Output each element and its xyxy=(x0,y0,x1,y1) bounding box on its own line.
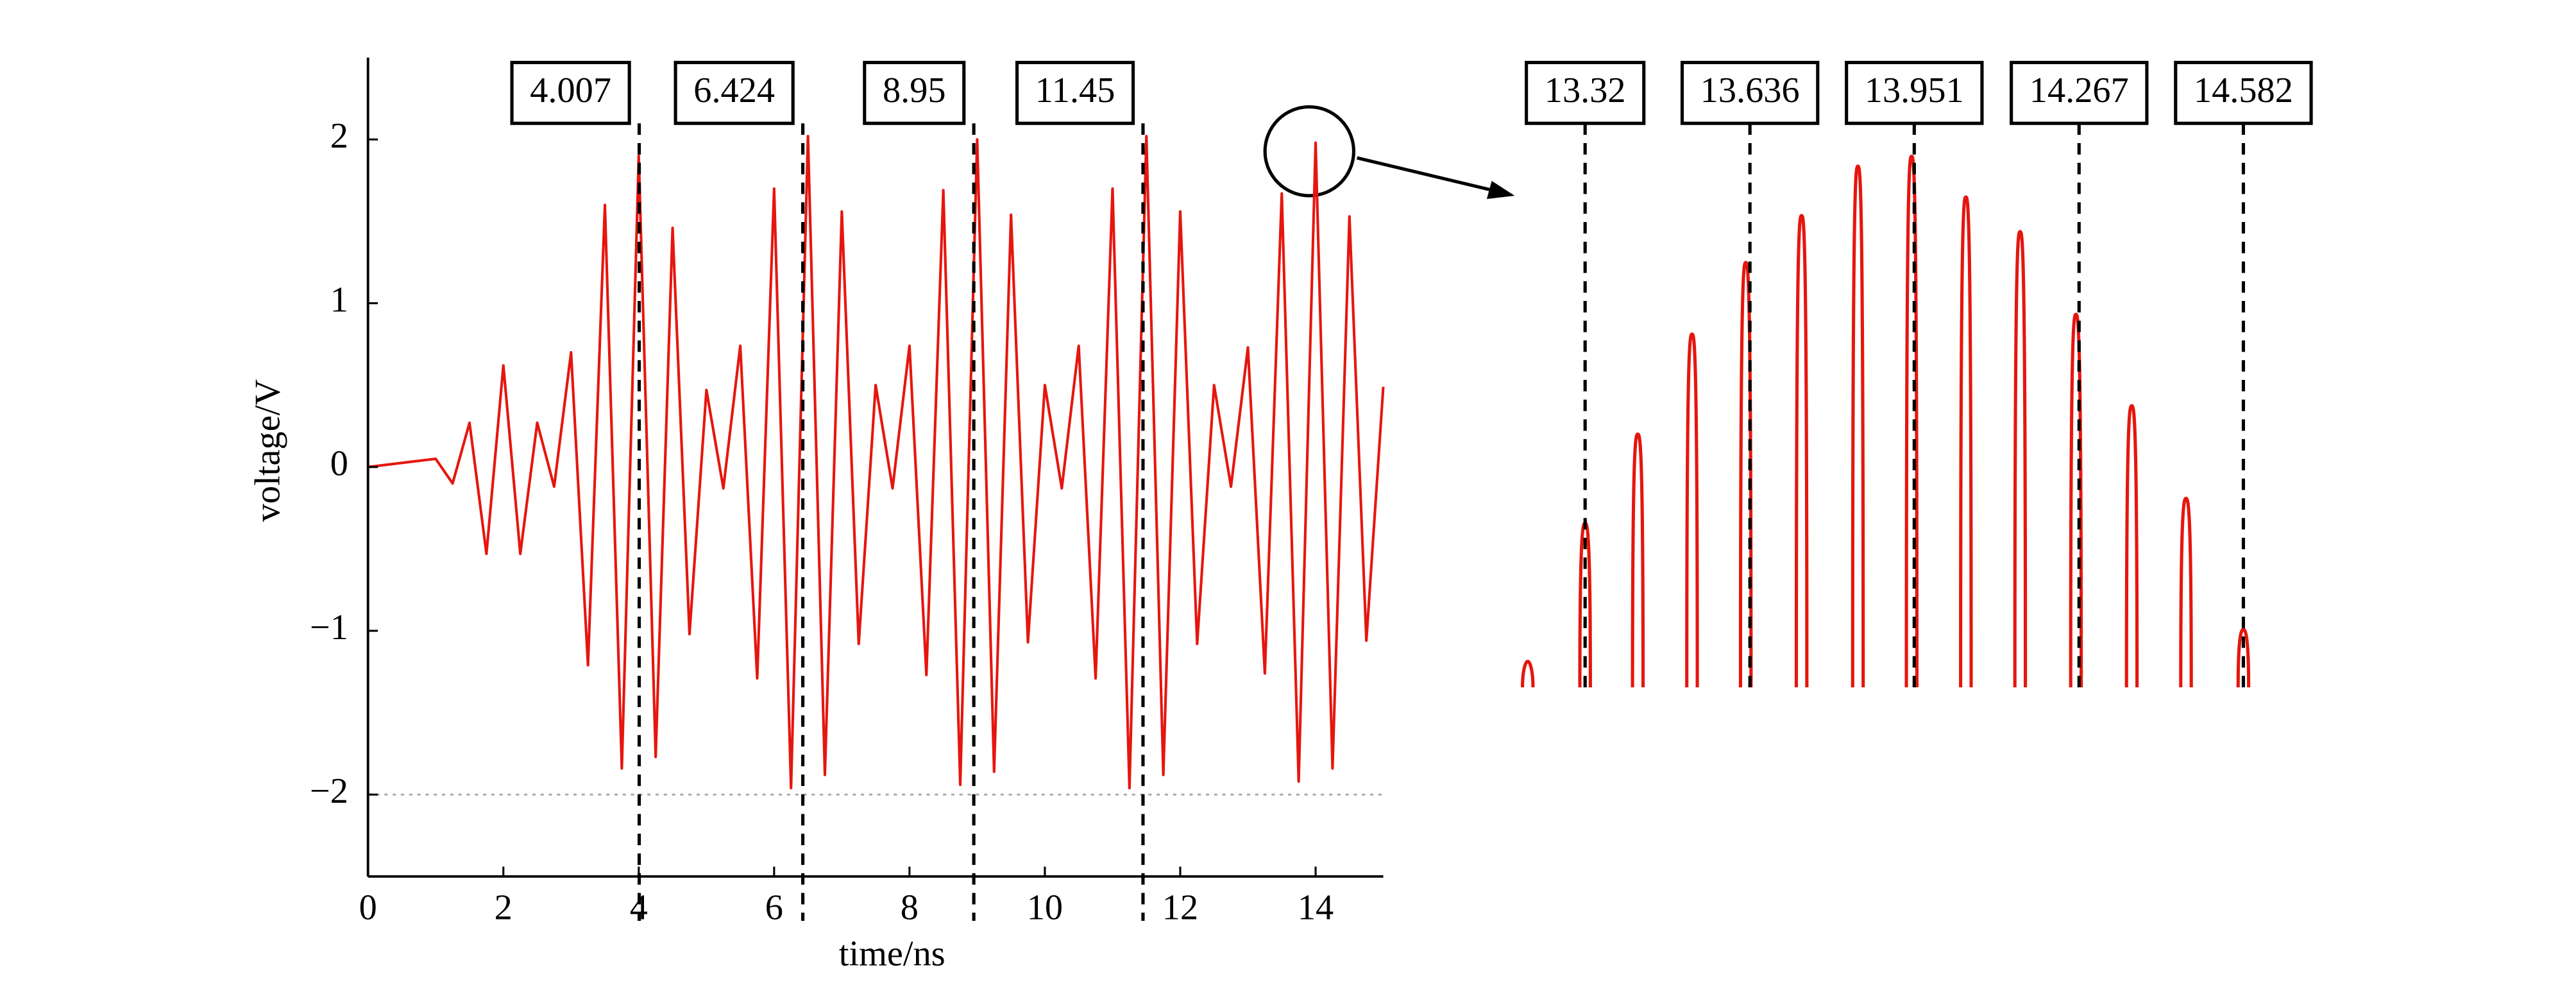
x-tick-label: 6 xyxy=(765,888,783,928)
arrow-head xyxy=(1486,180,1515,200)
pulse-peak xyxy=(2069,313,2083,688)
y-tick-label: 2 xyxy=(330,116,348,156)
marker-label: 13.951 xyxy=(1865,71,1964,110)
x-tick-label: 4 xyxy=(630,888,648,928)
marker-label: 6.424 xyxy=(693,71,775,110)
y-tick-label: −1 xyxy=(310,608,348,647)
x-axis-label: time/ns xyxy=(839,934,945,973)
marker-label: 13.32 xyxy=(1545,71,1626,110)
pulse-peak xyxy=(1794,214,1809,688)
marker-label: 14.267 xyxy=(2029,71,2129,110)
marker-box xyxy=(1015,60,1135,125)
marker-box xyxy=(1680,60,1820,125)
marker-label: 11.45 xyxy=(1035,71,1115,110)
zoom-circle xyxy=(1263,105,1356,198)
marker-box xyxy=(1845,60,1984,125)
y-tick-label: 0 xyxy=(330,444,348,484)
marker-label: 14.582 xyxy=(2194,71,2293,110)
signal-line xyxy=(368,135,1385,790)
pulse-peak xyxy=(1520,660,1535,688)
pulse-peak xyxy=(1631,433,1645,688)
pulse-peak xyxy=(2179,497,2193,688)
y-tick-label: 1 xyxy=(330,280,348,320)
y-axis-label: voltage/V xyxy=(248,379,288,522)
pulse-peak xyxy=(1959,195,1973,688)
pulse-peak xyxy=(1685,332,1699,688)
x-tick-label: 8 xyxy=(901,888,919,928)
marker-box xyxy=(863,60,966,125)
marker-box xyxy=(2174,60,2313,125)
zoom-arrow xyxy=(1356,156,1509,196)
marker-box xyxy=(510,60,631,125)
marker-label: 4.007 xyxy=(530,71,611,110)
x-tick-label: 10 xyxy=(1027,888,1063,928)
marker-label: 8.95 xyxy=(883,71,946,110)
marker-box xyxy=(674,60,795,125)
pulse-peak xyxy=(2124,404,2139,688)
pulse-peak xyxy=(2236,628,2251,688)
pulse-peak xyxy=(1904,154,1919,688)
x-tick-label: 0 xyxy=(359,888,377,928)
x-tick-label: 2 xyxy=(495,888,513,928)
marker-box xyxy=(2010,60,2149,125)
y-tick-label: −2 xyxy=(310,771,348,811)
pulse-peak xyxy=(1851,164,1865,688)
marker-box xyxy=(1525,60,1646,125)
x-tick-label: 12 xyxy=(1162,888,1198,928)
marker-label: 13.636 xyxy=(1700,71,1800,110)
x-tick-label: 14 xyxy=(1298,888,1334,928)
pulse-peak xyxy=(2013,230,2028,688)
